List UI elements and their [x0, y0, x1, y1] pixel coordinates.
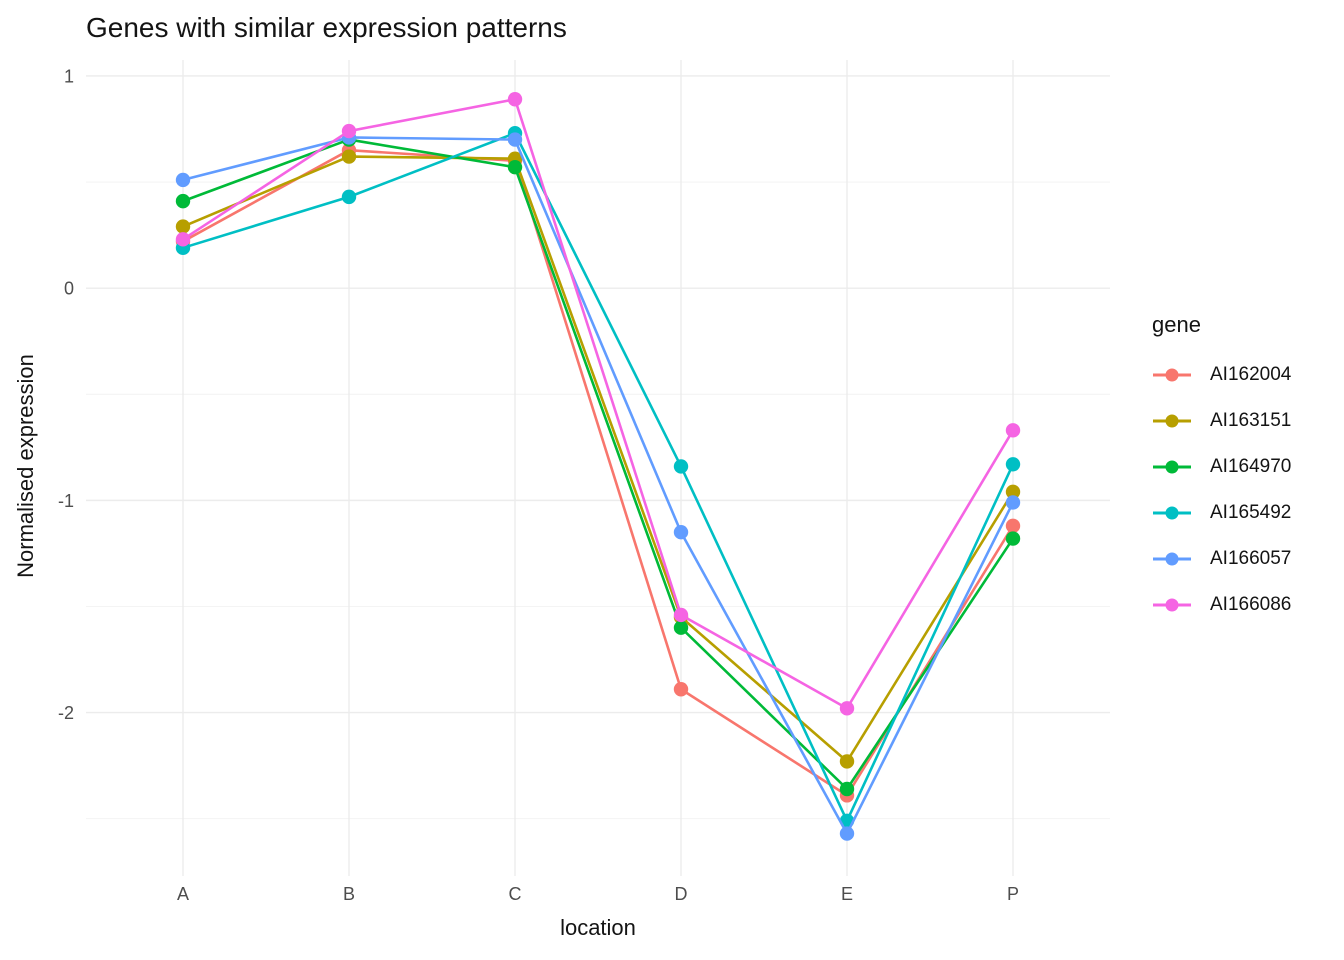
y-tick-label: 0 [64, 279, 74, 299]
legend-key-icon [1153, 598, 1191, 612]
legend-label: AI166086 [1210, 594, 1292, 615]
legend-item-AI164970: AI164970 [1152, 454, 1291, 480]
chart-title: Genes with similar expression patterns [86, 12, 567, 43]
data-point-AI164970-D [673, 620, 689, 635]
legend-label: AI163151 [1210, 410, 1292, 431]
legend-key-icon [1153, 460, 1191, 474]
data-point-AI163151-B [341, 149, 357, 164]
x-axis-title: location [560, 915, 636, 940]
legend-item-AI166057: AI166057 [1152, 546, 1291, 572]
data-point-AI166086-E [839, 701, 855, 716]
data-point-AI166057-C [507, 132, 523, 147]
data-point-AI164970-A [175, 193, 191, 209]
data-point-AI166086-C [507, 92, 523, 107]
legend-key-icon [1153, 368, 1191, 382]
legend-key-icon [1153, 414, 1191, 428]
x-tick-label: A [177, 884, 189, 904]
data-point-AI164970-C [507, 159, 523, 175]
legend-items: AI162004 AI163151 AI164970 AI165492 AI166057… [1152, 362, 1291, 618]
y-tick-label: -2 [58, 703, 74, 723]
series-line-AI163151 [181, 155, 1015, 763]
series-line-AI162004 [181, 148, 1015, 797]
data-point-AI166057-A [175, 172, 191, 188]
series-line-AI166086 [181, 97, 1015, 710]
data-point-AI162004-P [1005, 518, 1021, 534]
legend-item-AI165492: AI165492 [1152, 500, 1291, 526]
x-tick-label: P [1007, 884, 1019, 904]
data-point-AI162004-D [673, 682, 689, 697]
x-tick-label: E [841, 884, 853, 904]
legend-label: AI166057 [1210, 548, 1292, 569]
y-tick-label: 1 [64, 66, 74, 86]
series-line-AI165492 [181, 131, 1015, 823]
data-point-AI163151-P [1005, 484, 1021, 500]
data-point-AI165492-D [673, 459, 689, 474]
legend-item-AI162004: AI162004 [1152, 362, 1291, 388]
legend-label: AI164970 [1210, 456, 1292, 477]
data-point-AI166057-P [1005, 495, 1021, 510]
data-point-AI166086-B [341, 123, 357, 139]
data-point-AI165492-P [1005, 457, 1021, 472]
legend-key-icon [1153, 552, 1191, 566]
data-point-AI166057-D [673, 524, 689, 540]
legend-label: AI165492 [1210, 502, 1292, 523]
y-tick-label: -1 [58, 491, 74, 511]
legend-title: gene [1152, 312, 1201, 337]
data-point-AI164970-P [1005, 531, 1021, 546]
legend: gene AI162004 AI163151 AI164970 AI165492 AI1… [1152, 312, 1291, 618]
x-tick-label: D [675, 884, 688, 904]
data-point-AI166057-E [839, 826, 855, 841]
data-point-AI166086-A [175, 232, 191, 247]
legend-item-AI166086: AI166086 [1152, 592, 1291, 618]
legend-key-icon [1153, 506, 1191, 520]
data-point-AI166086-P [1005, 423, 1021, 438]
data-point-AI164970-E [839, 781, 855, 797]
legend-item-AI163151: AI163151 [1152, 408, 1291, 434]
data-point-AI163151-E [839, 754, 855, 769]
data-point-AI166086-D [673, 607, 689, 623]
series-line-AI166057 [181, 136, 1015, 835]
data-point-AI163151-A [175, 219, 191, 234]
legend-label: AI162004 [1210, 364, 1292, 385]
x-tick-label: B [343, 884, 355, 904]
x-tick-label: C [509, 884, 522, 904]
data-point-AI165492-B [341, 189, 357, 205]
